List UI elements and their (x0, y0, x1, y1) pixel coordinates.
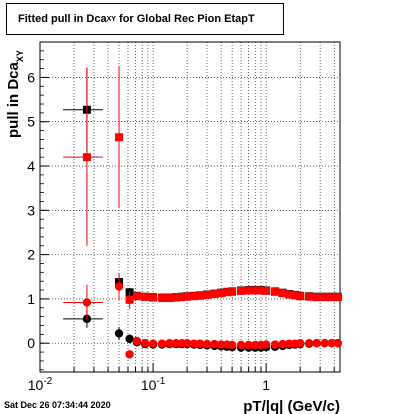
x-axis-label: pT/|q| (GeV/c) (243, 398, 340, 414)
data-point (217, 289, 226, 298)
data-point (295, 339, 305, 348)
data-point (270, 340, 280, 349)
data-point (333, 339, 342, 348)
data-point (333, 293, 342, 302)
data-point (125, 350, 134, 359)
data-point (244, 286, 253, 295)
data-point (304, 339, 314, 348)
chart-title-sub: XY (106, 15, 116, 23)
series-3 (63, 273, 342, 359)
data-point (189, 339, 199, 348)
data-point (262, 286, 271, 295)
data-point (285, 290, 294, 299)
data-point (140, 339, 150, 348)
data-point (236, 340, 246, 350)
data-point (296, 292, 305, 301)
chart-title-tail: for Global Rec Pion EtapT (115, 13, 255, 25)
data-point (141, 292, 150, 301)
data-marks (63, 66, 342, 359)
y-axis-label: pull in DcaXY (5, 50, 25, 138)
data-point (82, 153, 91, 162)
data-point (210, 290, 219, 299)
data-point (327, 339, 336, 348)
timestamp: Sat Dec 26 07:34:44 2020 (4, 400, 111, 410)
data-point (278, 339, 287, 349)
data-point (203, 290, 212, 299)
data-point (312, 339, 321, 348)
data-point (182, 339, 192, 348)
y-tick-label: 1 (27, 291, 35, 307)
data-point (114, 282, 124, 291)
axes: 0 1 2 3 4 5 6 10-2 10-1 1 (27, 50, 335, 393)
data-point (183, 292, 192, 301)
y-tick-label: 2 (27, 247, 35, 263)
x-tick-label: 10-2 (28, 376, 53, 393)
data-point (222, 288, 231, 297)
data-point (165, 339, 174, 348)
data-point (132, 292, 141, 301)
y-tick-label: 3 (27, 202, 35, 218)
data-point (256, 286, 265, 295)
data-point (278, 289, 287, 298)
data-point (261, 340, 271, 349)
data-point (202, 339, 212, 349)
data-point (312, 293, 321, 302)
data-point (251, 286, 260, 295)
data-point (125, 334, 134, 343)
y-tick-label: 5 (27, 114, 35, 130)
series-1 (63, 66, 342, 309)
y-axis-label-sub: XY (15, 50, 25, 62)
chart-title-main: Fitted pull in Dca (18, 13, 107, 25)
data-point (285, 339, 294, 348)
data-point (132, 336, 142, 346)
y-tick-label: 0 (27, 335, 35, 351)
y-axis-label-main: pull in Dca (5, 62, 22, 139)
data-point (327, 293, 336, 302)
data-point (195, 291, 204, 300)
data-point (125, 295, 134, 304)
data-point (320, 339, 329, 348)
data-point (114, 329, 124, 338)
data-point (158, 294, 167, 303)
data-point (210, 339, 219, 349)
data-point (189, 292, 198, 301)
data-point (237, 286, 246, 295)
x-tick-label: 1 (262, 377, 270, 393)
data-point (115, 133, 124, 142)
data-point (195, 339, 205, 348)
data-point (320, 293, 329, 302)
data-point (171, 339, 181, 348)
data-point (149, 293, 158, 302)
data-point (172, 293, 181, 302)
data-point (305, 292, 314, 301)
data-point (216, 340, 226, 349)
data-point (228, 287, 237, 296)
x-tick-label: 10-1 (141, 376, 166, 393)
data-point (177, 293, 186, 302)
data-point (291, 291, 300, 300)
data-point (227, 340, 237, 350)
chart-title: Fitted pull in Dca XY for Global Rec Pion… (6, 3, 284, 35)
data-point (148, 339, 158, 348)
data-point (82, 298, 92, 307)
y-tick-label: 4 (27, 158, 35, 174)
data-point (271, 287, 280, 296)
data-point (165, 294, 174, 303)
data-point (244, 340, 253, 350)
data-point (250, 340, 260, 350)
y-tick-label: 6 (27, 69, 35, 85)
data-point (157, 339, 167, 348)
